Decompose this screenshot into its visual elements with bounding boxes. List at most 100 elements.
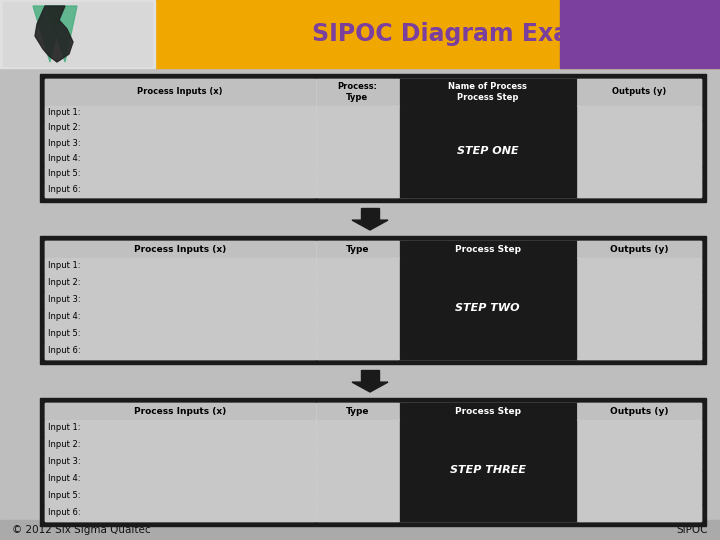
Text: Input 6:: Input 6:: [48, 508, 81, 517]
Bar: [577, 420, 701, 435]
Bar: [45, 241, 701, 359]
Bar: [400, 403, 575, 419]
Bar: [45, 308, 315, 325]
Text: Input 6:: Input 6:: [48, 346, 81, 355]
Text: Process:
Type: Process: Type: [338, 83, 377, 102]
Text: Input 5:: Input 5:: [48, 170, 81, 179]
Bar: [317, 274, 398, 291]
Bar: [577, 258, 701, 273]
Bar: [45, 136, 315, 151]
Bar: [317, 105, 398, 120]
Bar: [45, 470, 315, 487]
Polygon shape: [33, 6, 63, 62]
Text: Process Step: Process Step: [455, 245, 521, 253]
Bar: [317, 79, 398, 105]
Bar: [40, 398, 706, 526]
Text: Outputs (y): Outputs (y): [610, 407, 668, 415]
Text: Input 2:: Input 2:: [48, 278, 81, 287]
Bar: [317, 326, 398, 341]
Text: Outputs (y): Outputs (y): [610, 245, 668, 253]
Bar: [45, 326, 315, 341]
Bar: [317, 167, 398, 181]
Bar: [317, 308, 398, 325]
Polygon shape: [35, 6, 73, 62]
Bar: [577, 152, 701, 166]
Bar: [317, 121, 398, 135]
Bar: [577, 454, 701, 469]
Bar: [45, 403, 701, 521]
Text: Input 6:: Input 6:: [48, 185, 81, 194]
Text: Input 5:: Input 5:: [48, 329, 81, 338]
Bar: [577, 121, 701, 135]
Bar: [577, 79, 701, 105]
Text: Outputs (y): Outputs (y): [612, 87, 667, 97]
Bar: [577, 136, 701, 151]
Bar: [45, 152, 315, 166]
Text: Input 1:: Input 1:: [48, 261, 81, 270]
Bar: [45, 403, 315, 419]
Bar: [45, 454, 315, 469]
Bar: [317, 136, 398, 151]
Bar: [400, 105, 575, 197]
Bar: [45, 167, 315, 181]
Text: Input 3:: Input 3:: [48, 457, 81, 466]
Bar: [577, 403, 701, 419]
Bar: [45, 105, 315, 120]
Bar: [577, 274, 701, 291]
Bar: [577, 488, 701, 503]
Text: Input 1:: Input 1:: [48, 423, 81, 432]
Bar: [361, 370, 379, 382]
Bar: [317, 342, 398, 359]
Polygon shape: [352, 220, 388, 230]
Bar: [577, 436, 701, 453]
Text: Input 4:: Input 4:: [48, 154, 81, 163]
Bar: [577, 182, 701, 197]
Bar: [155, 0, 720, 68]
Bar: [45, 182, 315, 197]
Text: Type: Type: [346, 407, 369, 415]
Text: SIPOC Diagram Example #4: SIPOC Diagram Example #4: [312, 22, 680, 46]
Bar: [0, 0, 155, 68]
Bar: [317, 258, 398, 273]
Bar: [45, 79, 701, 197]
Bar: [400, 79, 575, 105]
Bar: [45, 504, 315, 521]
Bar: [45, 241, 315, 257]
Text: Process Inputs (x): Process Inputs (x): [134, 407, 226, 415]
Text: Process Inputs (x): Process Inputs (x): [134, 245, 226, 253]
Text: Input 4:: Input 4:: [48, 474, 81, 483]
Polygon shape: [47, 6, 77, 62]
Bar: [577, 504, 701, 521]
Bar: [317, 182, 398, 197]
Bar: [400, 420, 575, 521]
Bar: [400, 241, 575, 257]
Bar: [45, 79, 315, 105]
Text: STEP ONE: STEP ONE: [457, 146, 518, 156]
Bar: [577, 470, 701, 487]
Bar: [40, 236, 706, 364]
Bar: [317, 420, 398, 435]
Bar: [45, 420, 315, 435]
Bar: [577, 241, 701, 257]
Bar: [577, 326, 701, 341]
Bar: [45, 121, 315, 135]
Bar: [45, 342, 315, 359]
Bar: [0, 0, 720, 68]
Bar: [45, 488, 315, 503]
Bar: [317, 292, 398, 307]
Bar: [317, 403, 398, 419]
Bar: [317, 152, 398, 166]
Text: STEP THREE: STEP THREE: [450, 465, 526, 475]
Bar: [577, 167, 701, 181]
Bar: [317, 436, 398, 453]
Bar: [317, 241, 398, 257]
Bar: [577, 342, 701, 359]
Text: Process Step: Process Step: [455, 407, 521, 415]
Text: Process Inputs (x): Process Inputs (x): [137, 87, 222, 97]
Polygon shape: [352, 382, 388, 392]
Bar: [45, 436, 315, 453]
Bar: [45, 292, 315, 307]
Text: Input 3:: Input 3:: [48, 139, 81, 148]
Bar: [3, 2, 152, 66]
Bar: [40, 74, 706, 202]
